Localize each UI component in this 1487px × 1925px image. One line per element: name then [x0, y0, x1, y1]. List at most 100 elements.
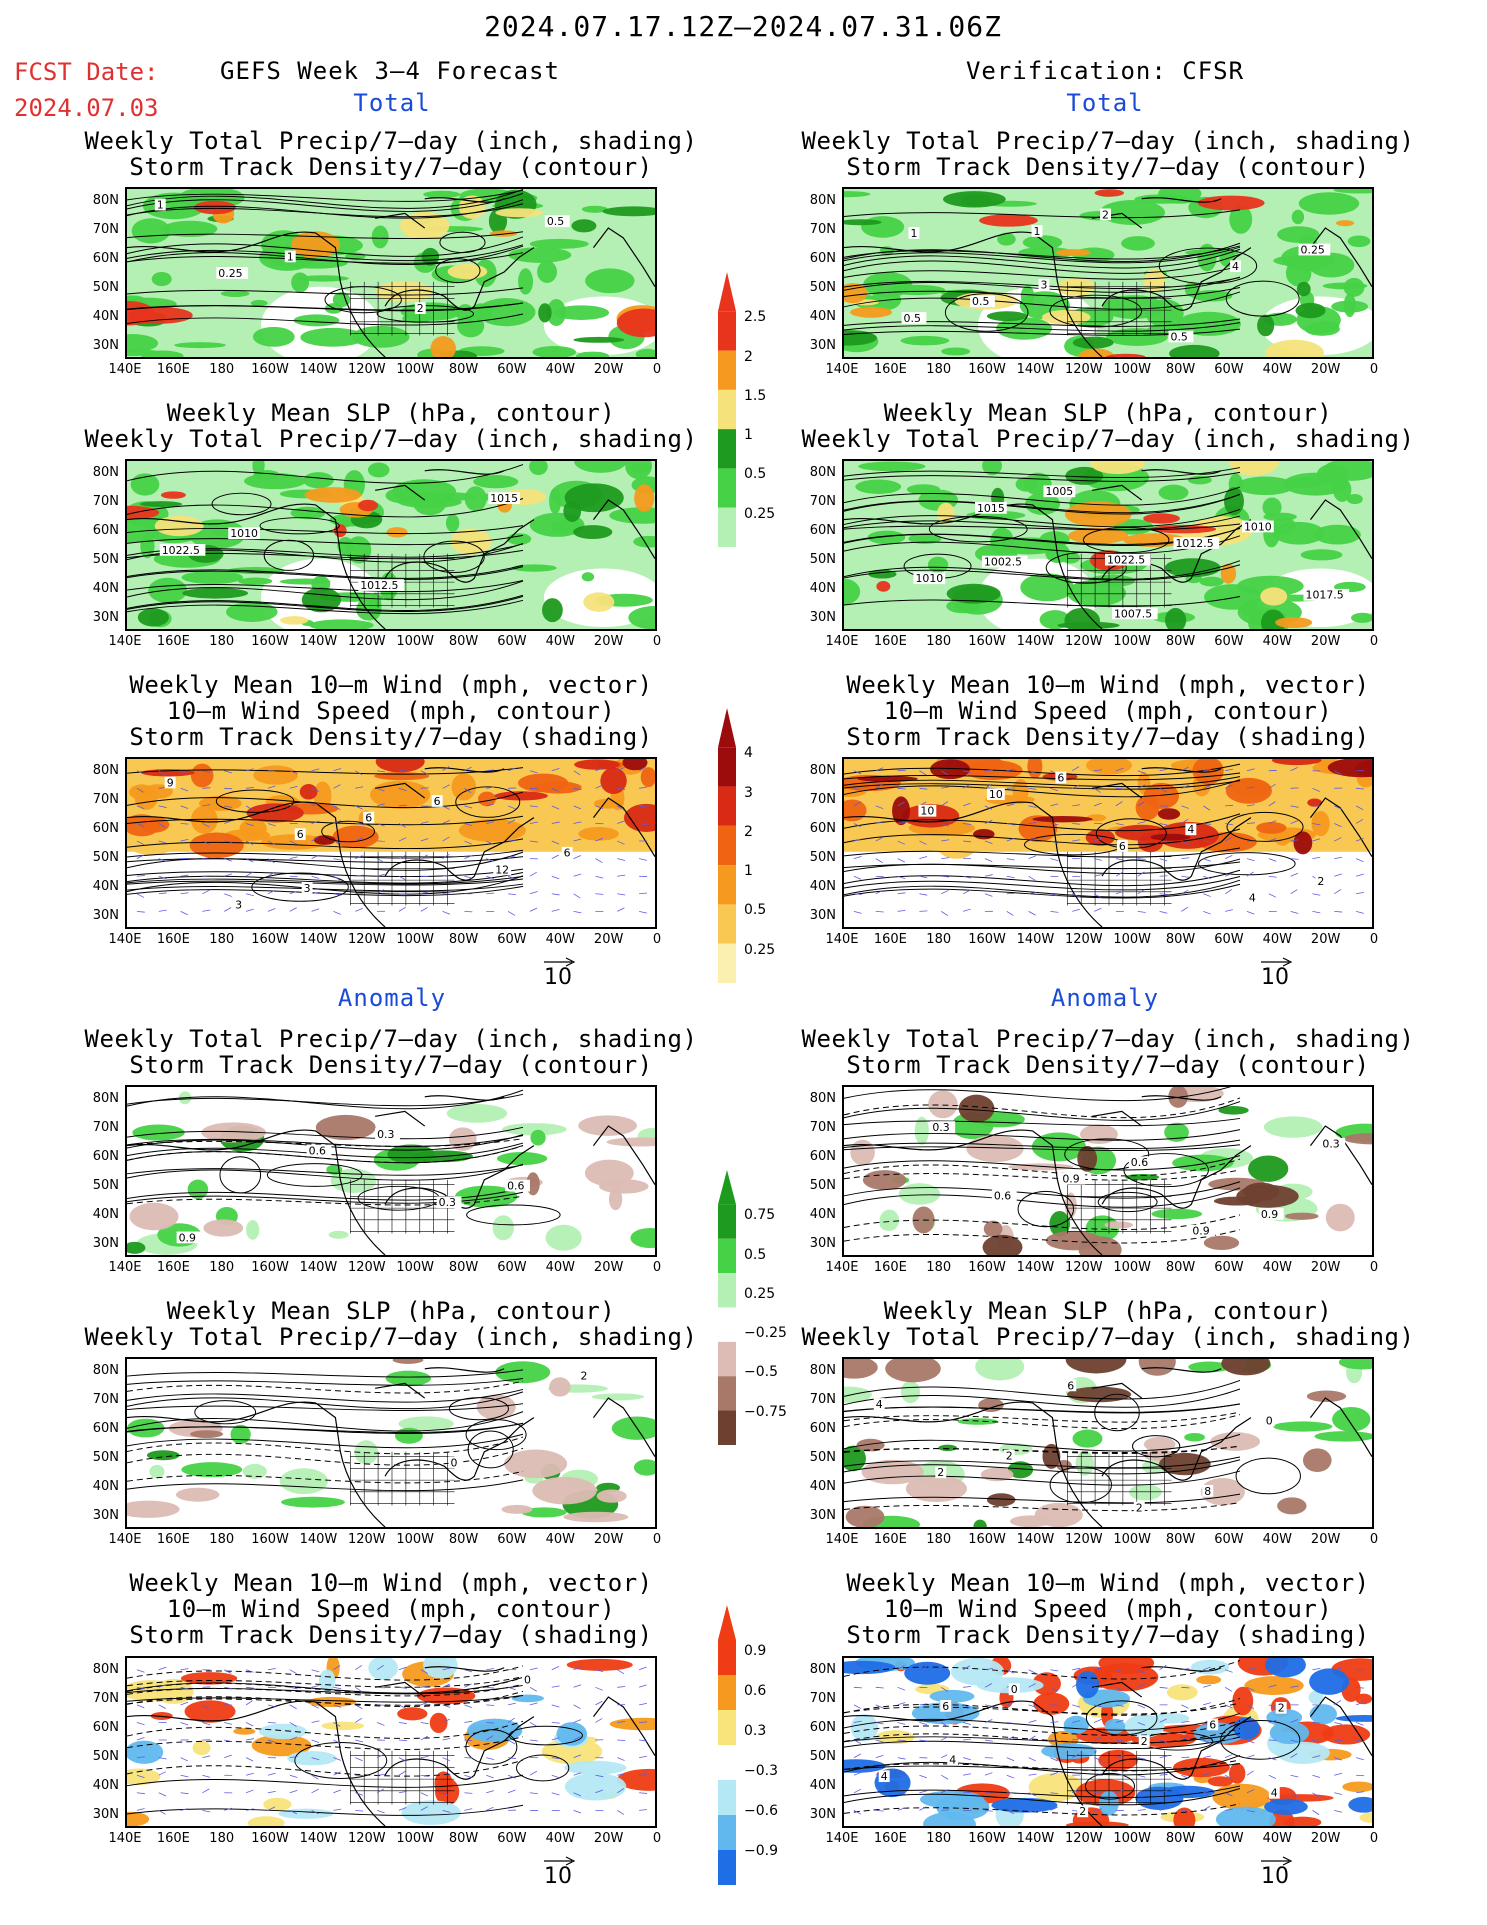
contour-label: 2 [1136, 1501, 1143, 1514]
lat-tick: 40N [92, 1207, 119, 1222]
lon-tick: 100W [1113, 932, 1152, 947]
lat-tick: 30N [809, 338, 836, 353]
lon-tick: 140E [108, 1260, 142, 1275]
lon-tick: 40W [1262, 1831, 1292, 1846]
lon-tick: 0 [652, 1532, 662, 1547]
contour-label: 1017.5 [1306, 589, 1344, 602]
contour-label: 4 [1232, 260, 1239, 273]
lon-tick: 140E [108, 1532, 142, 1547]
lat-tick: 80N [92, 763, 119, 778]
lon-tick: 180 [209, 1831, 235, 1846]
lon-tick: 60W [497, 932, 527, 947]
panel-title-la2-1: Weekly Total Precip/7–day (inch, shading… [84, 1323, 698, 1351]
lon-tick: 0 [1369, 1532, 1379, 1547]
lat-tick: 30N [92, 610, 119, 625]
lon-tick: 180 [209, 1532, 235, 1547]
lon-tick: 80W [448, 1260, 479, 1275]
contour-label: 3 [235, 899, 242, 912]
panel-title-lt-1: Storm Track Density/7–day (contour) [129, 153, 653, 181]
lon-tick: 80W [1165, 1260, 1196, 1275]
lon-tick: 120W [347, 362, 386, 377]
lat-tick: 50N [809, 1450, 836, 1465]
colorbar-precip-total [718, 272, 736, 547]
reference-vector-arrow [1261, 1856, 1293, 1866]
lon-tick: 100W [1113, 1532, 1152, 1547]
lon-tick: 160W [968, 1831, 1006, 1846]
contour-label: 0.25 [1301, 244, 1325, 257]
lon-tick: 140W [1016, 1831, 1055, 1846]
contour-label: 6 [564, 847, 571, 860]
colorbar-label: −0.75 [744, 1403, 787, 1420]
contour-label: 1007.5 [1114, 607, 1152, 620]
contour-label: 0.5 [547, 215, 564, 228]
lon-tick: 120W [347, 1260, 386, 1275]
contour-label: 2 [1278, 1702, 1285, 1715]
lon-tick: 140W [299, 1532, 338, 1547]
colorbar-label: 0.25 [744, 505, 776, 522]
lat-tick: 80N [809, 1662, 836, 1677]
lat-tick: 30N [809, 1807, 836, 1822]
lon-tick: 40W [545, 932, 575, 947]
section-total-right: Total [1066, 89, 1144, 117]
reference-vector-arrow [1261, 957, 1293, 967]
lat-tick: 80N [809, 465, 836, 480]
lat-tick: 80N [809, 1363, 836, 1378]
reference-vector-label: 10 [544, 1864, 572, 1889]
lat-tick: 40N [92, 309, 119, 324]
contour-label: 3 [1041, 279, 1048, 292]
lon-tick: 140W [1016, 1260, 1055, 1275]
panel-title-rw-0: Weekly Mean 10–m Wind (mph, vector) [846, 671, 1370, 699]
lat-tick: 40N [809, 581, 836, 596]
lon-tick: 140W [1016, 362, 1055, 377]
panel-title-ra3-0: Weekly Mean 10–m Wind (mph, vector) [846, 1569, 1370, 1597]
colorbar-label: −0.5 [744, 1364, 778, 1381]
lon-tick: 20W [593, 932, 624, 947]
contour-label: 0 [451, 1457, 458, 1470]
lon-tick: 0 [652, 1260, 662, 1275]
colorbar-label: 2.5 [744, 309, 767, 326]
contour-label: 6 [942, 1700, 949, 1713]
lon-tick: 160W [968, 362, 1006, 377]
lon-tick: 20W [1310, 1831, 1341, 1846]
lat-tick: 30N [92, 1807, 119, 1822]
reference-vector-arrow [544, 957, 576, 967]
map-graphic-la2: 02 [127, 1359, 655, 1527]
contour-label: 1005 [1045, 485, 1073, 498]
lon-tick: 20W [593, 634, 624, 649]
map-panel-lt: 1 1 2 0.5 0.25 [125, 187, 657, 359]
lon-tick: 0 [1369, 1260, 1379, 1275]
panel-title-ra2-0: Weekly Mean SLP (hPa, contour) [883, 1297, 1333, 1325]
contour-label: 12 [495, 863, 509, 876]
contour-label: 4 [1249, 892, 1256, 905]
lon-tick: 0 [652, 634, 662, 649]
lon-tick: 0 [652, 1831, 662, 1846]
panel-title-ra2-1: Weekly Total Precip/7–day (inch, shading… [801, 1323, 1415, 1351]
map-graphic-lm: 1010 1012.5 1015 1022.5 [127, 461, 655, 629]
lat-tick: 70N [809, 222, 836, 237]
contour-label: 1022.5 [162, 544, 200, 557]
lon-tick: 80W [448, 932, 479, 947]
lat-tick: 50N [809, 1178, 836, 1193]
lat-tick: 40N [809, 309, 836, 324]
lon-tick: 60W [1214, 1260, 1244, 1275]
lon-tick: 140W [299, 1260, 338, 1275]
map-graphic-lw: 3 6 6 3 6 12 9 6 [127, 759, 655, 927]
contour-label: 0.5 [904, 312, 921, 325]
panel-title-ra1-0: Weekly Total Precip/7–day (inch, shading… [801, 1025, 1415, 1053]
lon-tick: 0 [1369, 932, 1379, 947]
lat-tick: 60N [92, 251, 119, 266]
lat-tick: 60N [809, 1720, 836, 1735]
lon-tick: 140E [825, 362, 859, 377]
lat-tick: 50N [92, 1178, 119, 1193]
lon-tick: 160E [156, 932, 190, 947]
lon-tick: 120W [347, 1532, 386, 1547]
lat-tick: 40N [809, 879, 836, 894]
colorbar-label: 1.5 [744, 387, 767, 404]
lon-tick: 180 [209, 1260, 235, 1275]
lon-tick: 20W [1310, 634, 1341, 649]
lon-tick: 0 [652, 932, 662, 947]
colorbar-label: −0.6 [744, 1803, 778, 1819]
lon-tick: 140E [825, 932, 859, 947]
panel-title-rt-1: Storm Track Density/7–day (contour) [846, 153, 1370, 181]
lon-tick: 120W [1064, 634, 1103, 649]
